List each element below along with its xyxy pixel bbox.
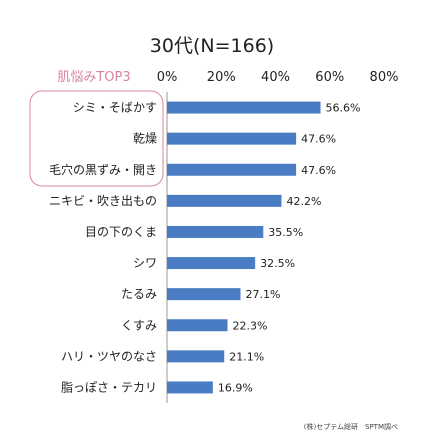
- category-label: くすみ: [121, 318, 157, 332]
- value-label: 47.6%: [301, 164, 336, 177]
- source-note: (株)セプテム総研 SPTM調べ: [304, 422, 398, 431]
- x-tick-label: 0%: [157, 70, 178, 85]
- top3-highlight-box: [29, 90, 164, 187]
- category-label: たるみ: [121, 287, 157, 301]
- value-labels: 56.6% 47.6% 47.6% 42.2% 35.5% 32.5% 27.1% 22.3%…: [218, 102, 361, 395]
- x-tick-label: 80%: [370, 70, 399, 85]
- bar: [167, 101, 321, 114]
- value-label: 21.1%: [229, 350, 264, 363]
- bar: [167, 194, 282, 207]
- category-label: シミ・そばかす: [73, 101, 157, 115]
- top3-label: 肌悩みTOP3: [57, 70, 130, 85]
- category-labels: シミ・そばかす乾燥毛穴の黒ずみ・開きニキビ・吹き出もの目の下のくまシワたるみくす…: [49, 101, 157, 395]
- bar: [167, 132, 297, 145]
- value-label: 47.6%: [301, 133, 336, 146]
- bars: [167, 101, 321, 394]
- bar: [167, 163, 297, 176]
- category-label: 乾燥: [133, 132, 157, 146]
- x-tick-label: 60%: [315, 70, 344, 85]
- category-label: シワ: [133, 256, 157, 270]
- value-label: 56.6%: [326, 102, 361, 115]
- value-label: 35.5%: [268, 226, 303, 239]
- x-tick-label: 40%: [261, 70, 290, 85]
- value-label: 22.3%: [232, 319, 267, 332]
- category-label: ニキビ・吹き出もの: [49, 194, 157, 208]
- bar: [167, 257, 256, 270]
- value-label: 16.9%: [218, 381, 253, 394]
- bar: [167, 288, 241, 301]
- bar: [167, 381, 213, 394]
- bar: [167, 350, 225, 363]
- x-tick-label: 20%: [207, 70, 236, 85]
- bar: [167, 319, 228, 332]
- category-label: 目の下のくま: [85, 225, 157, 239]
- value-label: 32.5%: [260, 257, 295, 270]
- value-label: 27.1%: [246, 288, 281, 301]
- bar: [167, 225, 264, 238]
- chart-title: 30代(N=166): [150, 35, 274, 57]
- value-label: 42.2%: [286, 195, 321, 208]
- category-label: ハリ・ツヤのなさ: [61, 349, 157, 363]
- category-label: 毛穴の黒ずみ・開き: [49, 162, 157, 177]
- category-label: 脂っぽさ・テカリ: [61, 379, 157, 394]
- x-axis-ticks: 0% 20% 40% 60% 80%: [157, 70, 399, 85]
